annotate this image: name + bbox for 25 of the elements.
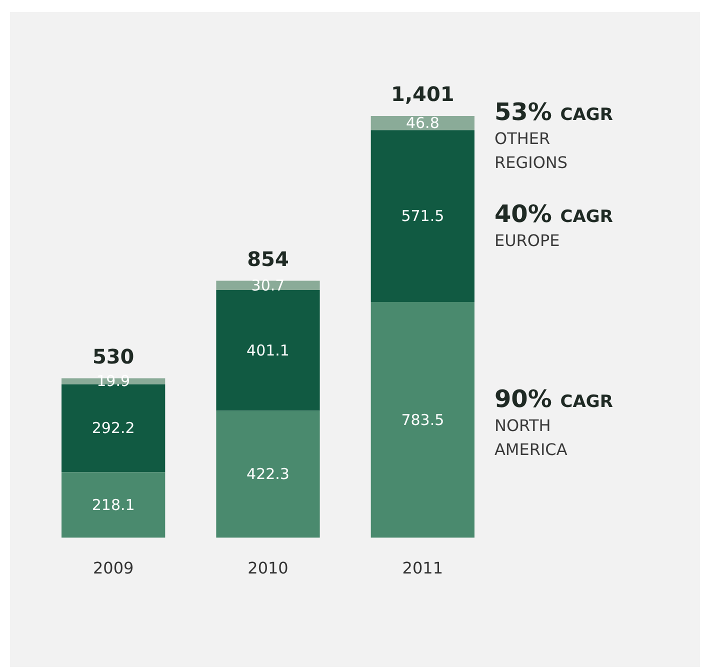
annotation: 53% CAGR [494,98,613,126]
total-label: 1,401 [391,82,454,106]
annotation: 90% CAGR [494,385,613,414]
x-tick-label: 2010 [248,558,288,578]
bar [370,302,474,538]
data-label: 218.1 [92,496,135,514]
data-label: 292.2 [92,419,135,438]
annotation: 40% CAGR [494,200,613,228]
x-tick-label: 2009 [92,558,134,578]
data-label: 30.7 [251,276,285,294]
data-label: 783.5 [401,410,444,429]
total-label: 530 [92,344,134,368]
series-label: OTHER REGIONS [494,129,568,172]
series-label: EUROPE [494,231,560,250]
data-label: 401.1 [246,341,290,360]
data-label: 422.3 [246,465,290,484]
data-label: 571.5 [401,206,444,225]
bar [216,290,320,411]
x-tick-label: 2011 [402,558,444,578]
bar [216,410,320,538]
bar [62,472,166,538]
series-label: NORTH AMERICA [494,416,568,460]
total-label: 854 [247,247,289,272]
data-label: 46.8 [406,114,440,132]
bar [370,130,474,302]
